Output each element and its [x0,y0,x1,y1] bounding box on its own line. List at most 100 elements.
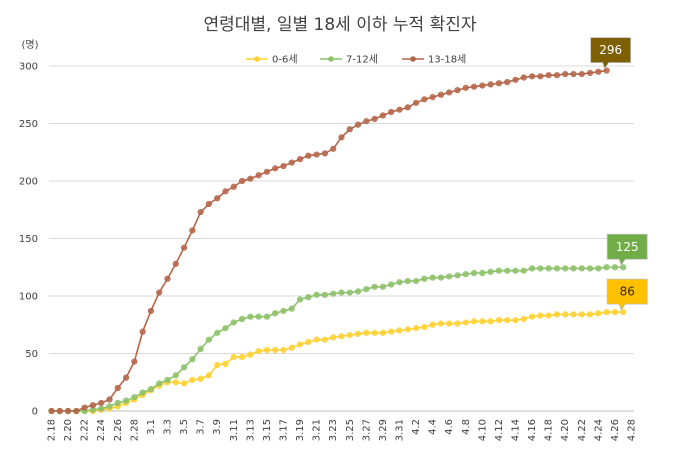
data-point [189,356,196,363]
legend-entry: 13-18세 [402,54,466,66]
data-point [354,288,362,295]
data-point [230,319,237,326]
x-tick-label: 2.28 [129,419,140,441]
x-tick-label: 3.5 [179,419,190,435]
data-point [412,277,420,285]
data-point [205,372,213,379]
data-point [313,291,320,298]
y-tick-label: 150 [19,234,38,245]
legend: 0-6세 7-12세 13-18세 [246,54,466,66]
y-tick-label: 0 [32,407,38,418]
callout-box [590,37,632,70]
data-point [371,115,378,122]
data-point [247,313,254,320]
x-tick-label: 4.10 [477,419,488,441]
data-point [247,175,254,182]
data-point [421,275,428,282]
legend-label: 0-6세 [272,54,298,66]
y-axis-unit-label: (명) [21,39,38,51]
data-point [172,379,179,386]
data-point [139,328,146,335]
data-point [346,126,353,133]
data-point [562,311,569,318]
data-point [611,264,619,271]
data-point [388,108,395,116]
x-tick-label: 3.11 [229,419,240,441]
data-point [545,312,552,319]
value-callout: 86 [606,278,648,312]
data-point [131,394,138,401]
data-point [404,326,411,333]
data-point [147,386,155,393]
callout-box [606,278,648,312]
callout-box [606,233,648,267]
legend-entry: 0-6세 [246,54,298,66]
data-point [238,353,246,361]
data-point [446,320,453,327]
data-point [321,336,329,343]
data-point [288,305,295,312]
data-point [396,106,403,113]
x-tick-label: 3.9 [212,419,223,435]
data-point [296,156,304,163]
data-point [504,78,511,86]
y-tick-label: 100 [19,292,38,303]
data-point [296,296,304,303]
data-point [305,338,312,346]
callout-label: 86 [620,285,635,299]
data-point [98,405,105,412]
legend-marker [410,56,416,62]
data-point [454,87,461,94]
value-callout: 125 [606,233,648,267]
data-point [197,375,204,382]
data-point [437,274,445,281]
data-point [379,329,387,336]
x-tick-label: 4.22 [577,419,588,441]
data-point [189,227,196,234]
x-tick-label: 3.7 [196,419,207,435]
data-point [520,74,527,81]
data-point [238,315,246,323]
data-point [172,260,179,267]
data-point [545,72,552,79]
data-point [595,68,602,75]
data-point [363,286,370,293]
x-tick-label: 4.24 [593,419,604,441]
x-tick-label: 4.14 [511,419,522,441]
x-tick-label: 4.28 [627,419,638,441]
data-point [205,336,213,343]
data-point [230,183,237,190]
data-point [470,318,478,325]
x-tick-label: 2.18 [47,419,58,441]
data-point [205,200,213,208]
data-point [338,289,345,296]
x-tick-label: 3.25 [345,419,356,441]
x-tick-label: 3.27 [361,419,372,441]
data-point [371,329,378,336]
data-point [404,104,411,111]
data-point [280,162,287,170]
data-point [346,332,353,339]
data-point [214,195,221,202]
data-point [363,329,370,336]
data-point [197,345,204,353]
data-point [379,283,387,290]
data-point [56,407,63,415]
x-tick-label: 3.17 [279,419,290,441]
data-point [528,313,536,320]
data-point [470,269,478,277]
data-point [412,325,420,332]
data-point [520,267,527,274]
data-point [495,267,503,274]
data-point [288,344,295,351]
data-point [462,319,469,326]
data-point [197,208,204,216]
x-tick-label: 2.24 [96,419,107,441]
data-point [180,244,188,251]
data-point [114,384,121,392]
data-point [106,396,113,403]
data-point [354,330,362,338]
x-tick-label: 2.26 [113,419,124,441]
data-point [620,264,627,271]
